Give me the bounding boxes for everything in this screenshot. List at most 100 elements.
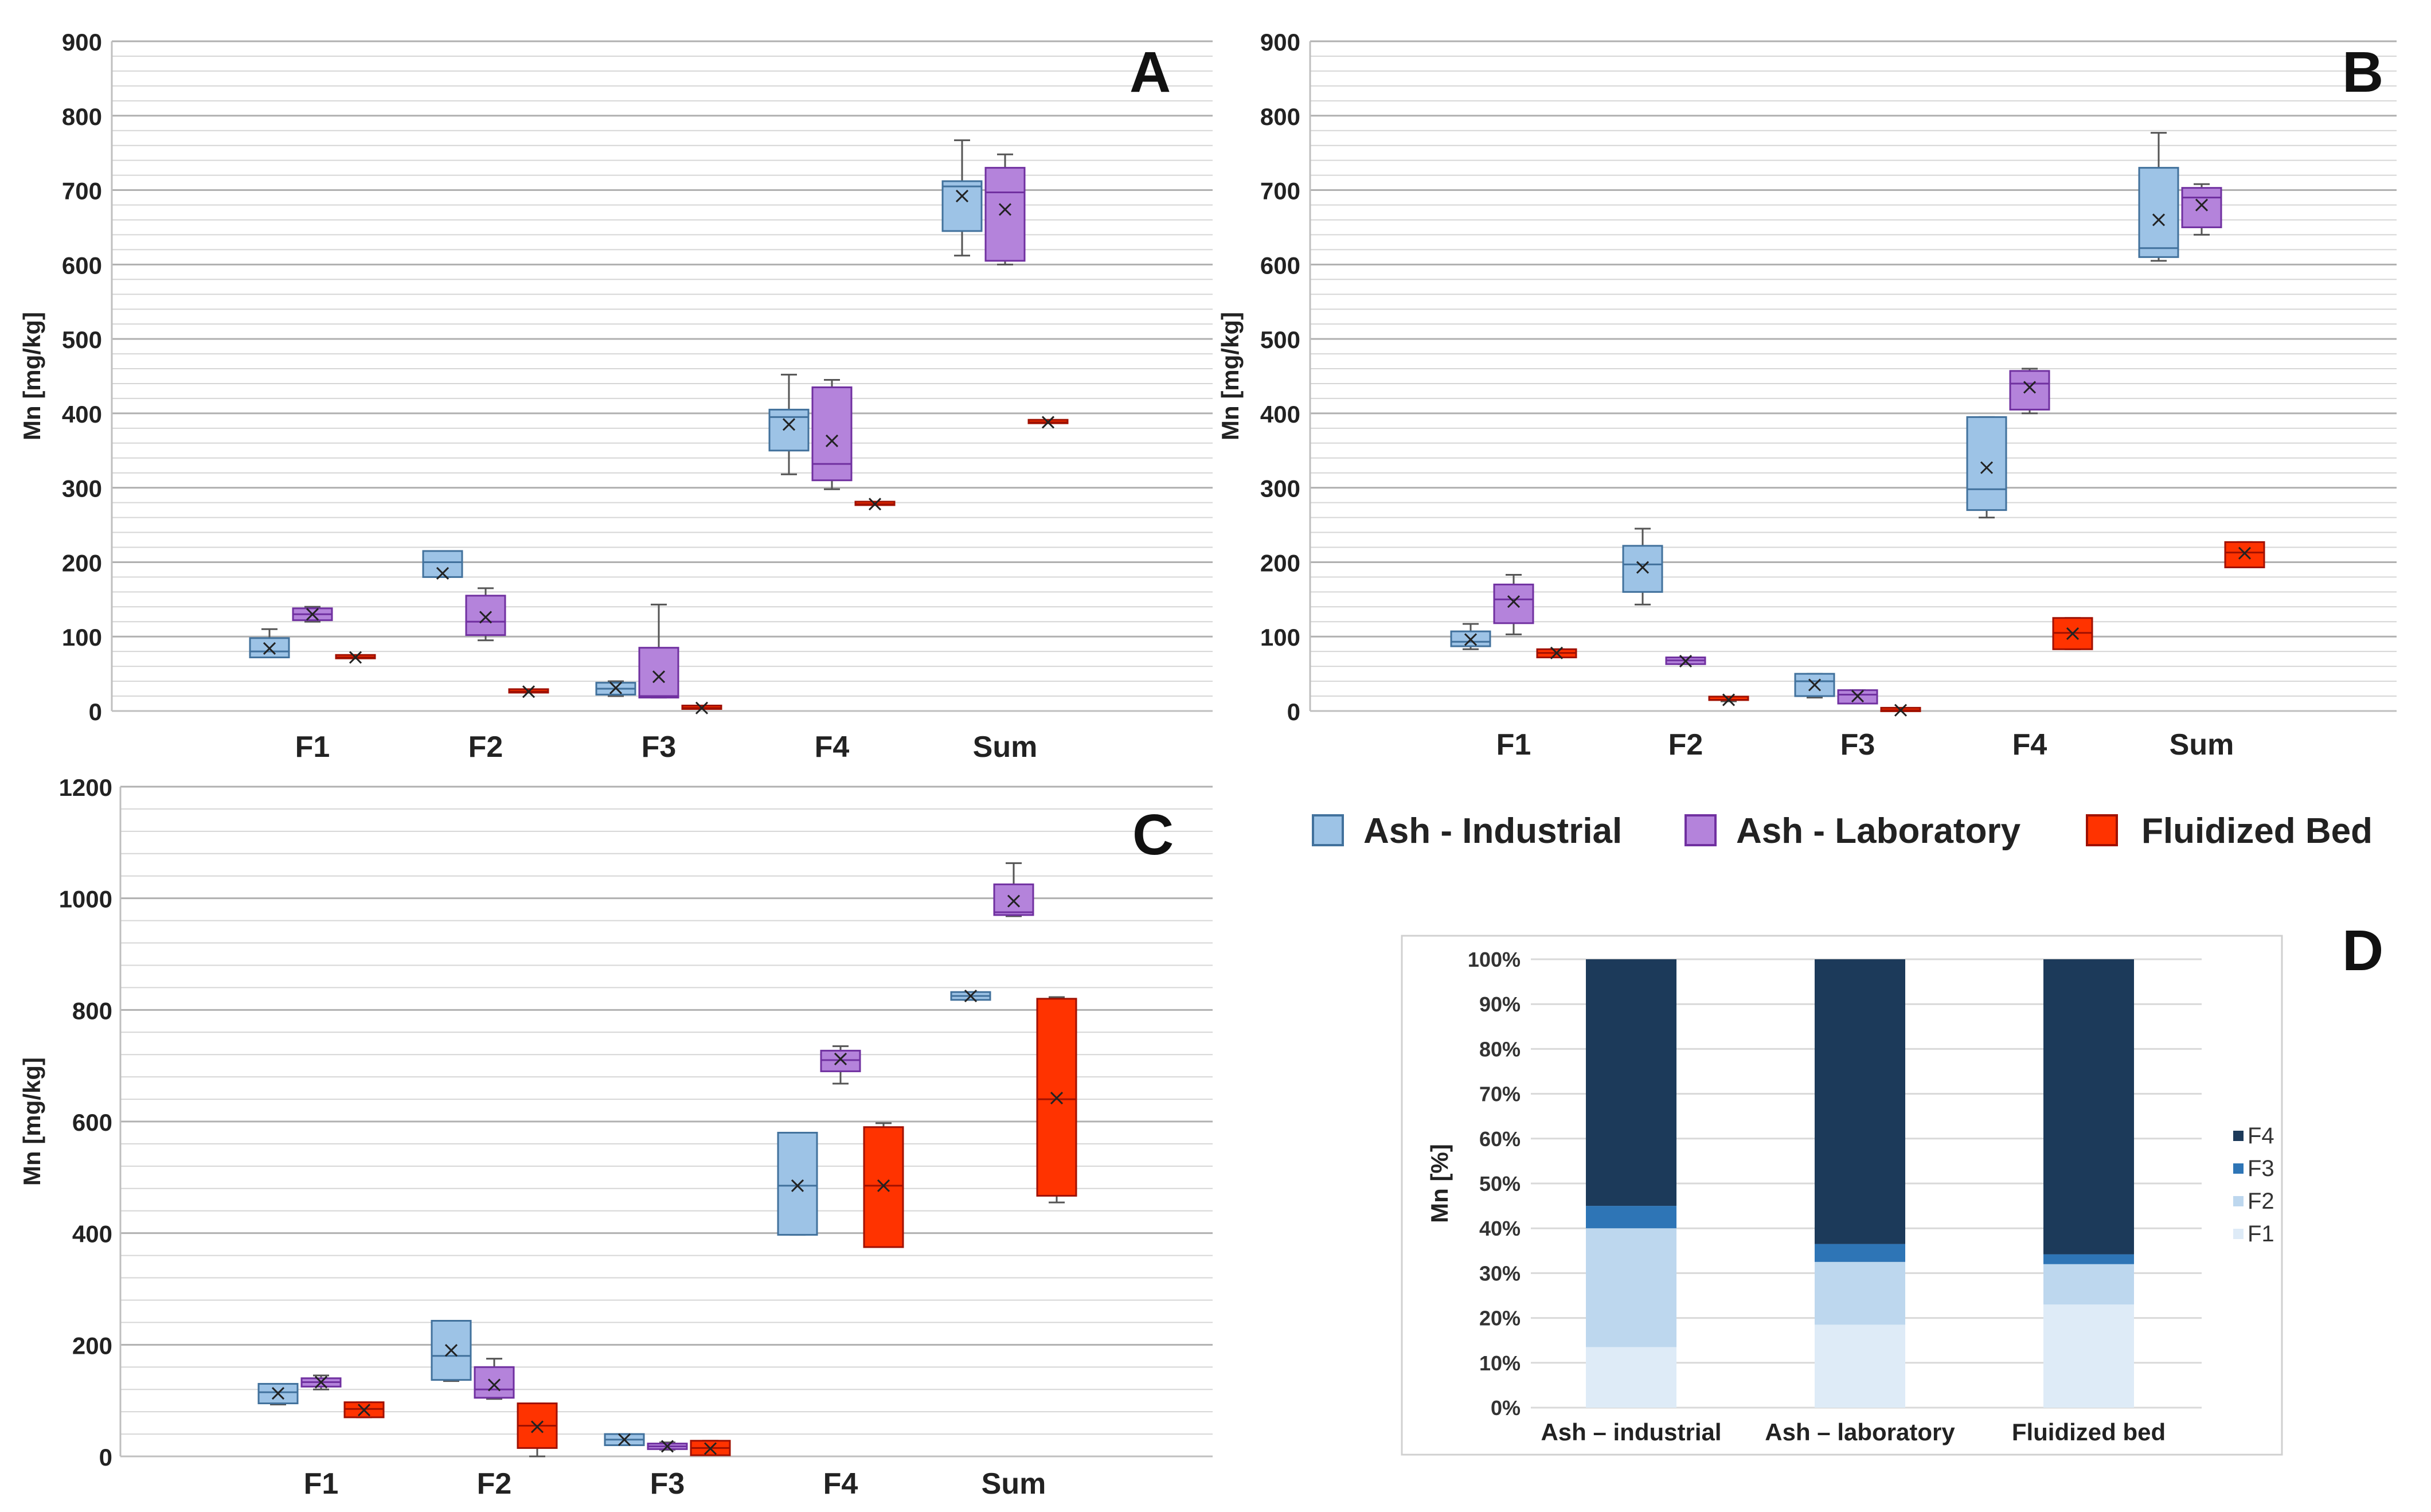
box-ash_laboratory [1837,689,1878,705]
x-category-label: F1 [304,1467,339,1501]
box-ash_laboratory [647,1440,688,1453]
mean-marker [1808,678,1822,691]
mean-marker [487,1378,501,1392]
mean-marker [263,642,276,655]
box-ash_industrial [604,1433,645,1447]
box-fluidized_bed [863,1122,904,1248]
box-ash_laboratory [474,1358,515,1400]
box-ash_laboratory [465,587,506,642]
legend-label-fluidized-bed: Fluidized Bed [2141,811,2373,851]
y-tick-label: 600 [72,1109,112,1136]
box-ash_laboratory [820,1045,861,1085]
box-iqr [2181,187,2222,228]
panel-letter: D [2342,919,2383,983]
box-iqr [2224,541,2265,569]
y-tick-label: 70% [1479,1083,1521,1106]
y-tick-label: 300 [62,475,102,502]
gridlines [112,40,1213,712]
y-tick-label: 1000 [59,886,112,913]
box-ash_laboratory [1493,574,1534,635]
mean-marker [617,1433,631,1446]
bar-segment-f3 [1586,1206,1676,1229]
bar-segment-f4 [1586,959,1676,1206]
mean-marker [652,670,666,683]
box-iqr [1622,545,1663,593]
y-tick-label: 900 [62,29,102,56]
y-tick-label: 200 [62,549,102,576]
bar-segment-f2 [2043,1264,2134,1305]
box-ash_industrial [1794,673,1835,699]
mean-marker [1679,654,1693,668]
box-ash_laboratory [300,1374,342,1390]
box-fluidized_bed [1536,646,1577,659]
mean-marker [1007,894,1021,908]
y-tick-label: 500 [62,326,102,353]
y-tick-label: 900 [1260,29,1300,56]
box-ash_industrial [777,1131,818,1236]
mean-marker [964,989,978,1003]
y-tick-label: 500 [1260,326,1300,353]
y-tick-label: 60% [1479,1127,1521,1151]
y-tick-label: 600 [62,252,102,279]
box-iqr [2138,167,2179,258]
x-category-label: F4 [815,730,850,764]
x-category-label: Sum [973,730,1038,764]
legend-label-ash-industrial: Ash - Industrial [1363,811,1622,851]
y-tick-label: 90% [1479,993,1521,1016]
box-iqr [941,180,983,232]
series-legend: Ash - Industrial Ash - Laboratory Fluidi… [1312,811,2373,851]
x-category-label: F2 [468,730,503,764]
box-ash_industrial [941,139,983,257]
y-tick-label: 300 [1260,475,1300,502]
y-tick-label: 700 [1260,178,1300,205]
mean-marker [357,1404,371,1417]
legend-swatch-fluidized-bed [2086,814,2118,846]
box-ash_industrial [768,373,810,475]
y-tick-label: 30% [1479,1261,1521,1285]
box-fluidized_bed [1036,996,1077,1204]
box-iqr [993,883,1034,916]
y-tick-label: 10% [1479,1351,1521,1375]
x-category-label: F4 [823,1467,858,1501]
x-category-label: F1 [1496,728,1531,761]
mean-marker [1636,561,1650,574]
box-fluidized_bed [1027,416,1069,429]
mean-marker [695,701,709,714]
box-ash_laboratory [984,153,1026,265]
box-fluidized_bed [2052,617,2093,650]
y-tick-label: 100 [62,624,102,651]
y-tick-label: 0 [89,698,102,725]
legend-swatch-ash-industrial [1312,814,1344,846]
mean-marker [1851,689,1865,703]
box-ash_industrial [1450,623,1491,650]
box-fluidized_bed [343,1401,385,1419]
box-fluidized_bed [517,1402,558,1458]
box-ash_laboratory [2181,183,2222,236]
y-tick-label: 400 [72,1221,112,1248]
bar-segment-f1 [2043,1304,2134,1408]
mean-marker [1894,704,1908,717]
mean-marker [868,498,882,511]
mean-marker [479,611,493,624]
x-category-label: F3 [642,730,677,764]
y-tick-label: 0 [1287,698,1300,725]
mean-marker [791,1179,804,1192]
y-axis-title: Mn [%] [1426,1144,1453,1223]
box-iqr [777,1131,818,1236]
panel-a-boxplot: 0 100 200 300 400 500 600 700 800 900 Mn [mg/kg] A F… [18,29,1213,764]
box-ash_laboratory [993,862,1034,917]
x-category-label: Sum [982,1467,1046,1501]
panel-letter: C [1132,803,1174,867]
box-iqr [811,386,853,482]
legend-swatch-f4 [2233,1131,2244,1141]
mean-marker [660,1440,674,1453]
y-axis-title: Mn [mg/kg] [18,312,45,440]
box-fluidized_bed [1708,693,1749,706]
legend-label-f4: F4 [2248,1123,2274,1148]
mean-marker [955,189,969,202]
box-fluidized_bed [690,1440,731,1456]
legend-swatch-f1 [2233,1229,2244,1239]
bar-segment-f1 [1815,1325,1905,1408]
x-category-label: Ash – industrial [1541,1419,1721,1445]
